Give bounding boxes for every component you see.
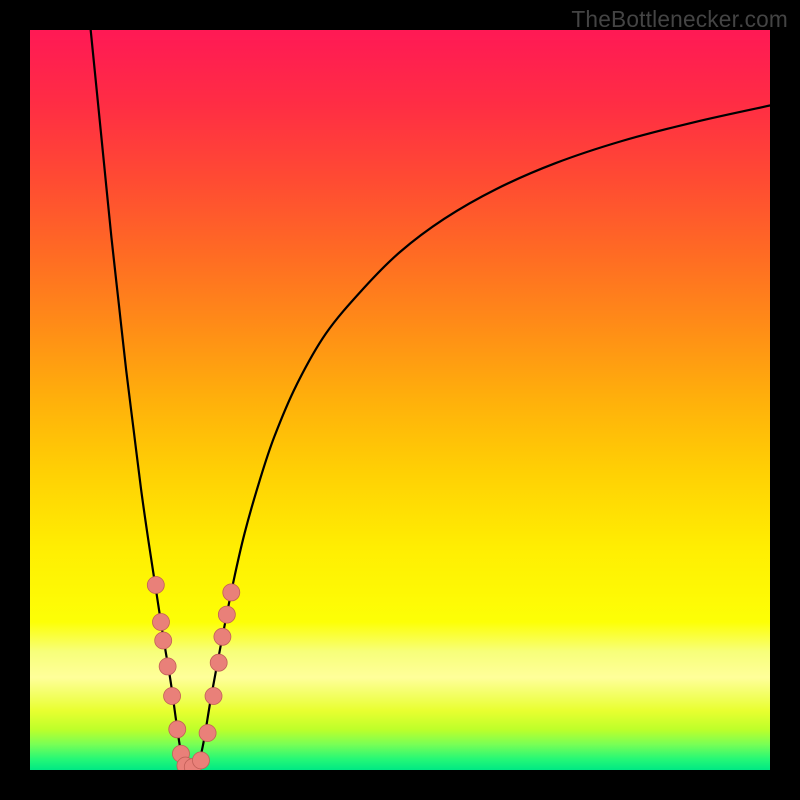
data-marker [210, 654, 227, 671]
data-marker [155, 632, 172, 649]
data-marker [152, 614, 169, 631]
data-marker [218, 606, 235, 623]
data-marker [205, 688, 222, 705]
data-marker [164, 688, 181, 705]
bottleneck-chart: TheBottlenecker.com [0, 0, 800, 800]
data-marker [169, 721, 186, 738]
data-marker [147, 577, 164, 594]
data-marker [159, 658, 176, 675]
data-marker [223, 584, 240, 601]
gradient-background [30, 30, 770, 770]
data-marker [192, 752, 209, 769]
data-marker [199, 725, 216, 742]
chart-svg [0, 0, 800, 800]
data-marker [214, 628, 231, 645]
watermark-text: TheBottlenecker.com [571, 6, 788, 33]
